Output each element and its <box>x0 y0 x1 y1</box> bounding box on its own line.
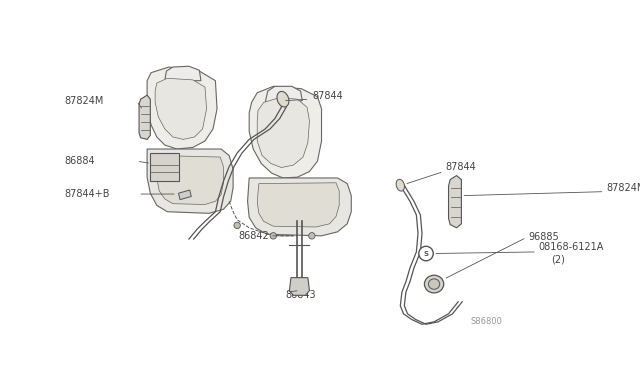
Text: 08168-6121A: 08168-6121A <box>538 242 604 252</box>
Text: 87824M: 87824M <box>606 183 640 193</box>
Text: 87824M: 87824M <box>64 96 104 106</box>
Polygon shape <box>257 97 310 167</box>
Ellipse shape <box>424 275 444 293</box>
Polygon shape <box>449 176 461 228</box>
Circle shape <box>419 246 433 261</box>
Polygon shape <box>289 278 310 295</box>
Polygon shape <box>139 95 150 140</box>
Text: 86842: 86842 <box>239 231 269 241</box>
Text: 86843: 86843 <box>285 290 316 300</box>
Ellipse shape <box>396 179 404 191</box>
Polygon shape <box>164 66 201 81</box>
Polygon shape <box>147 149 233 213</box>
Polygon shape <box>155 78 207 140</box>
Text: (2): (2) <box>552 255 565 265</box>
Text: S86800: S86800 <box>470 317 502 326</box>
Circle shape <box>234 222 241 229</box>
Ellipse shape <box>277 92 289 107</box>
Circle shape <box>270 232 276 239</box>
Polygon shape <box>150 153 179 181</box>
Polygon shape <box>179 190 191 200</box>
Polygon shape <box>265 86 302 102</box>
Text: 86884: 86884 <box>64 156 95 166</box>
Text: S: S <box>424 250 429 257</box>
Text: 87844: 87844 <box>312 91 342 101</box>
Polygon shape <box>257 183 339 227</box>
Circle shape <box>308 232 315 239</box>
Text: 87844+B: 87844+B <box>64 189 110 199</box>
Polygon shape <box>147 67 217 149</box>
Polygon shape <box>249 86 321 178</box>
Text: 87844: 87844 <box>445 162 476 172</box>
Polygon shape <box>157 155 223 205</box>
Polygon shape <box>248 178 351 236</box>
Text: 96885: 96885 <box>528 232 559 243</box>
Ellipse shape <box>428 279 440 289</box>
